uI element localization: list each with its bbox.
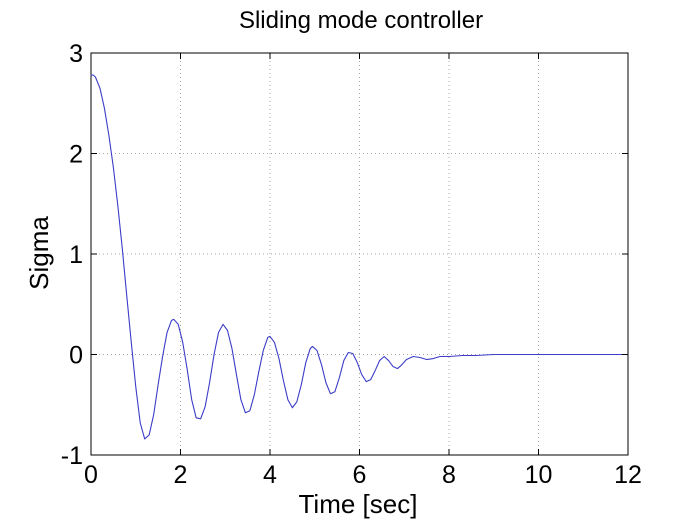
y-tick-label-2: 2	[69, 141, 83, 169]
x-tick-label-6: 6	[353, 461, 367, 489]
series-layer	[90, 74, 629, 440]
x-tick-label-10: 10	[525, 461, 553, 489]
x-tick-label-2: 2	[174, 461, 188, 489]
x-tick-label-4: 4	[263, 461, 277, 489]
x-tick-label-8: 8	[442, 461, 456, 489]
x-axis-label: Time [sec]	[299, 489, 418, 519]
y-tick-label--1: -1	[61, 442, 83, 470]
y-tick-label-0: 0	[69, 342, 83, 370]
x-tick-label-12: 12	[614, 461, 642, 489]
chart-title: Sliding mode controller	[239, 7, 483, 34]
series-line-0	[90, 74, 629, 440]
y-tick-label-1: 1	[69, 241, 83, 269]
x-tick-label-0: 0	[84, 461, 98, 489]
y-tick-label-3: 3	[69, 40, 83, 68]
grid-layer	[91, 53, 628, 455]
y-axis-label: Sigma	[24, 216, 54, 290]
